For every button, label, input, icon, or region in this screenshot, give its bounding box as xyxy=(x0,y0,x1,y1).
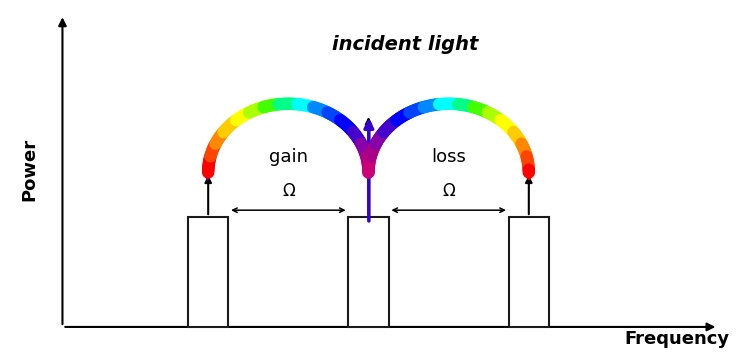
Bar xyxy=(188,217,228,327)
Text: Frequency: Frequency xyxy=(624,330,729,349)
Text: incident light: incident light xyxy=(332,35,478,54)
Bar xyxy=(349,217,388,327)
Text: Ω: Ω xyxy=(282,182,295,200)
Text: gain: gain xyxy=(269,147,308,166)
Bar xyxy=(509,217,549,327)
Text: Power: Power xyxy=(21,137,38,200)
Text: Ω: Ω xyxy=(442,182,455,200)
Text: loss: loss xyxy=(431,147,466,166)
